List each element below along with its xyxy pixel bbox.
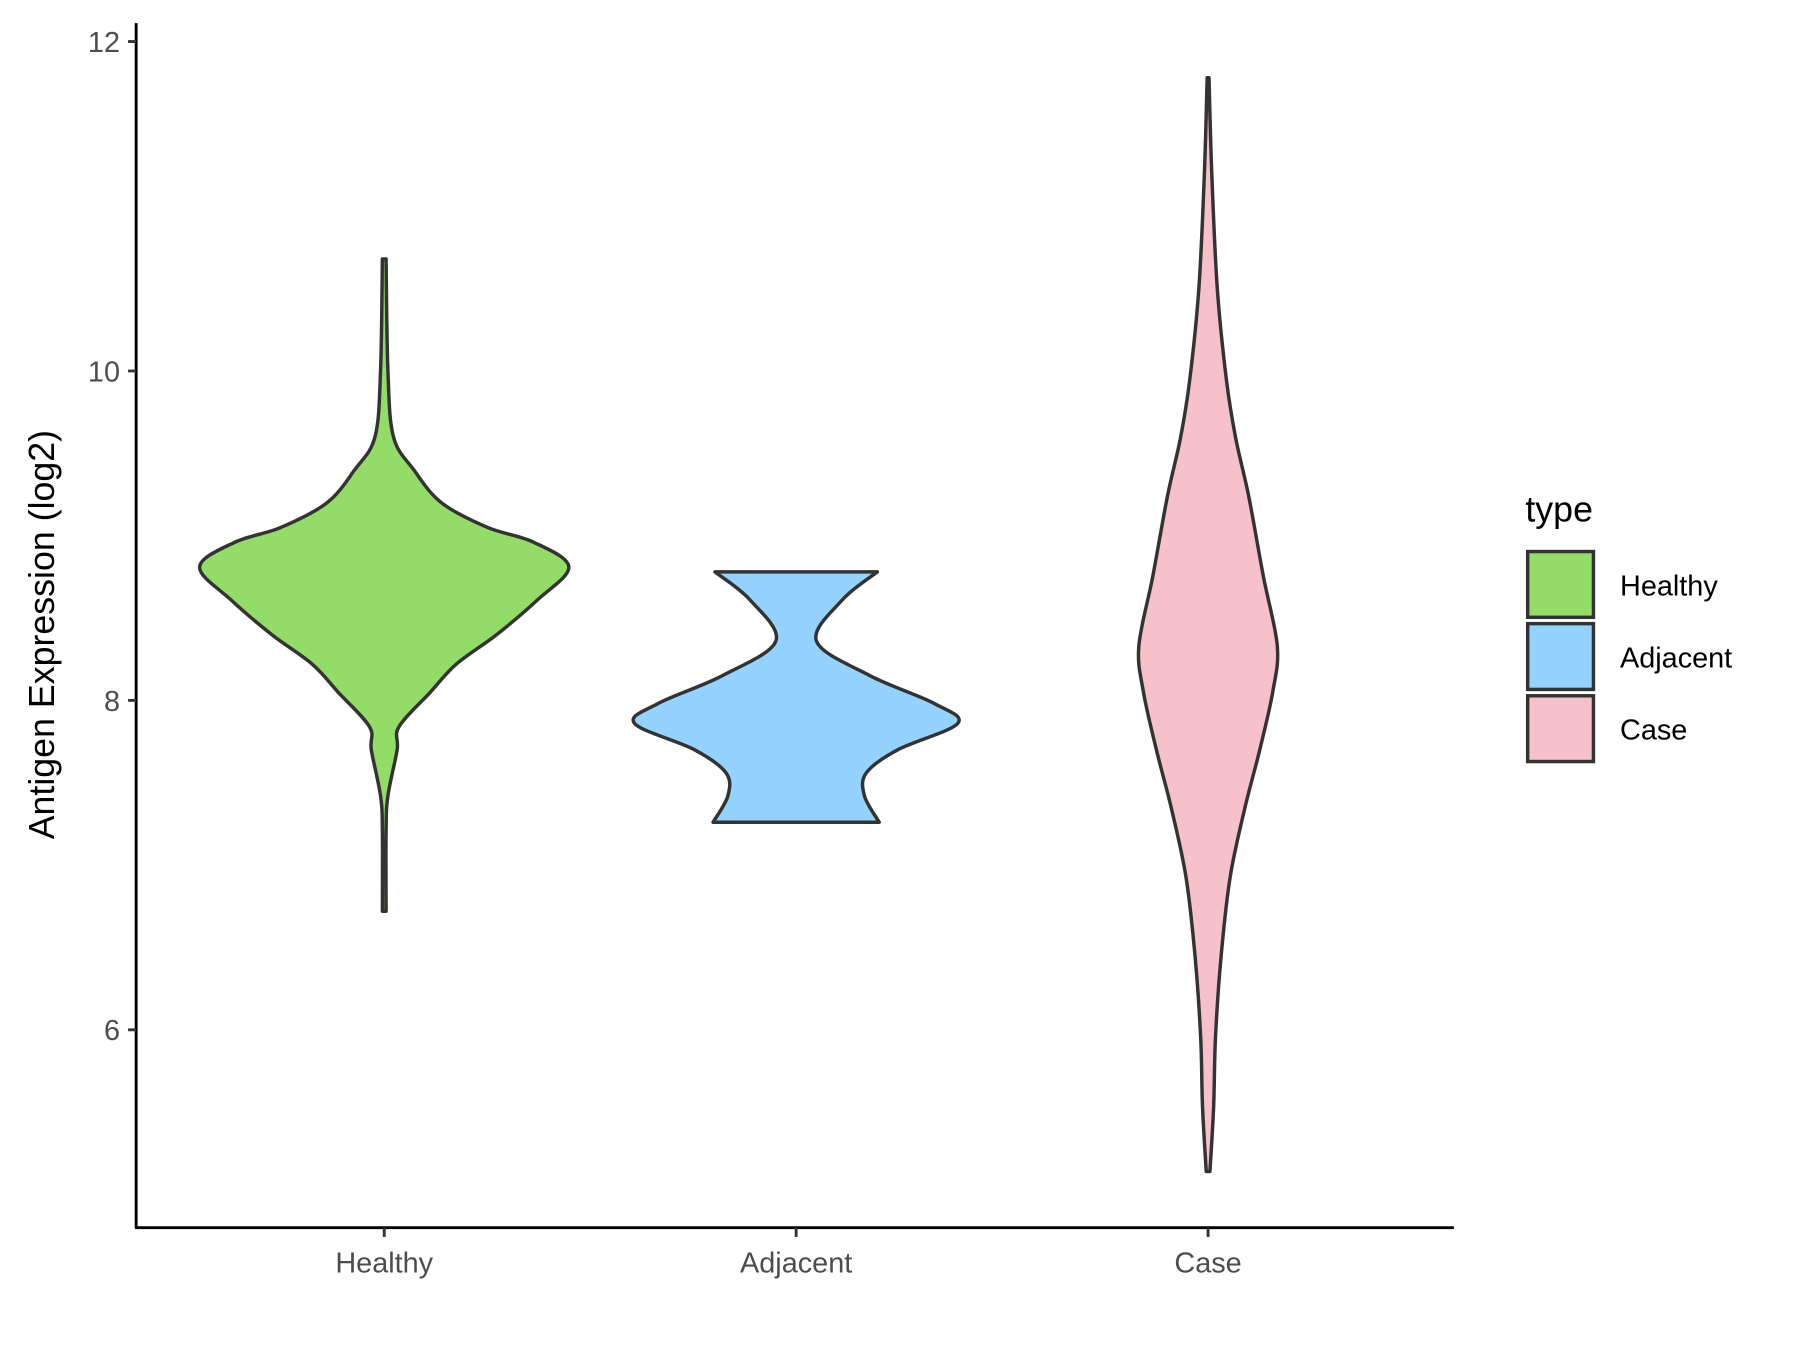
x-tick-label: Case <box>1174 1248 1241 1280</box>
legend: type Healthy Adjacent Case <box>1525 490 1732 764</box>
legend-key-adjacent <box>1525 621 1596 692</box>
x-tick-label: Healthy <box>335 1248 433 1280</box>
violin-healthy <box>197 257 571 913</box>
violins-layer <box>197 76 1280 1174</box>
legend-key-case <box>1525 694 1596 764</box>
y-tick-label: 8 <box>104 686 120 718</box>
y-ticks: 6 8 10 12 <box>88 27 137 1047</box>
y-tick-label: 10 <box>88 356 120 388</box>
x-ticks: Healthy Adjacent Case <box>335 1227 1242 1280</box>
legend-label: Case <box>1620 715 1687 747</box>
legend-title: type <box>1525 490 1593 530</box>
legend-label: Healthy <box>1620 570 1718 602</box>
violin-case <box>1136 76 1280 1174</box>
y-tick-label: 12 <box>88 27 120 59</box>
y-tick-label: 6 <box>104 1015 120 1047</box>
legend-key-healthy <box>1525 549 1596 620</box>
x-tick-label: Adjacent <box>740 1248 852 1280</box>
y-axis-label: Antigen Expression (log2) <box>22 430 62 839</box>
legend-label: Adjacent <box>1620 643 1732 675</box>
violin-adjacent <box>631 570 961 825</box>
